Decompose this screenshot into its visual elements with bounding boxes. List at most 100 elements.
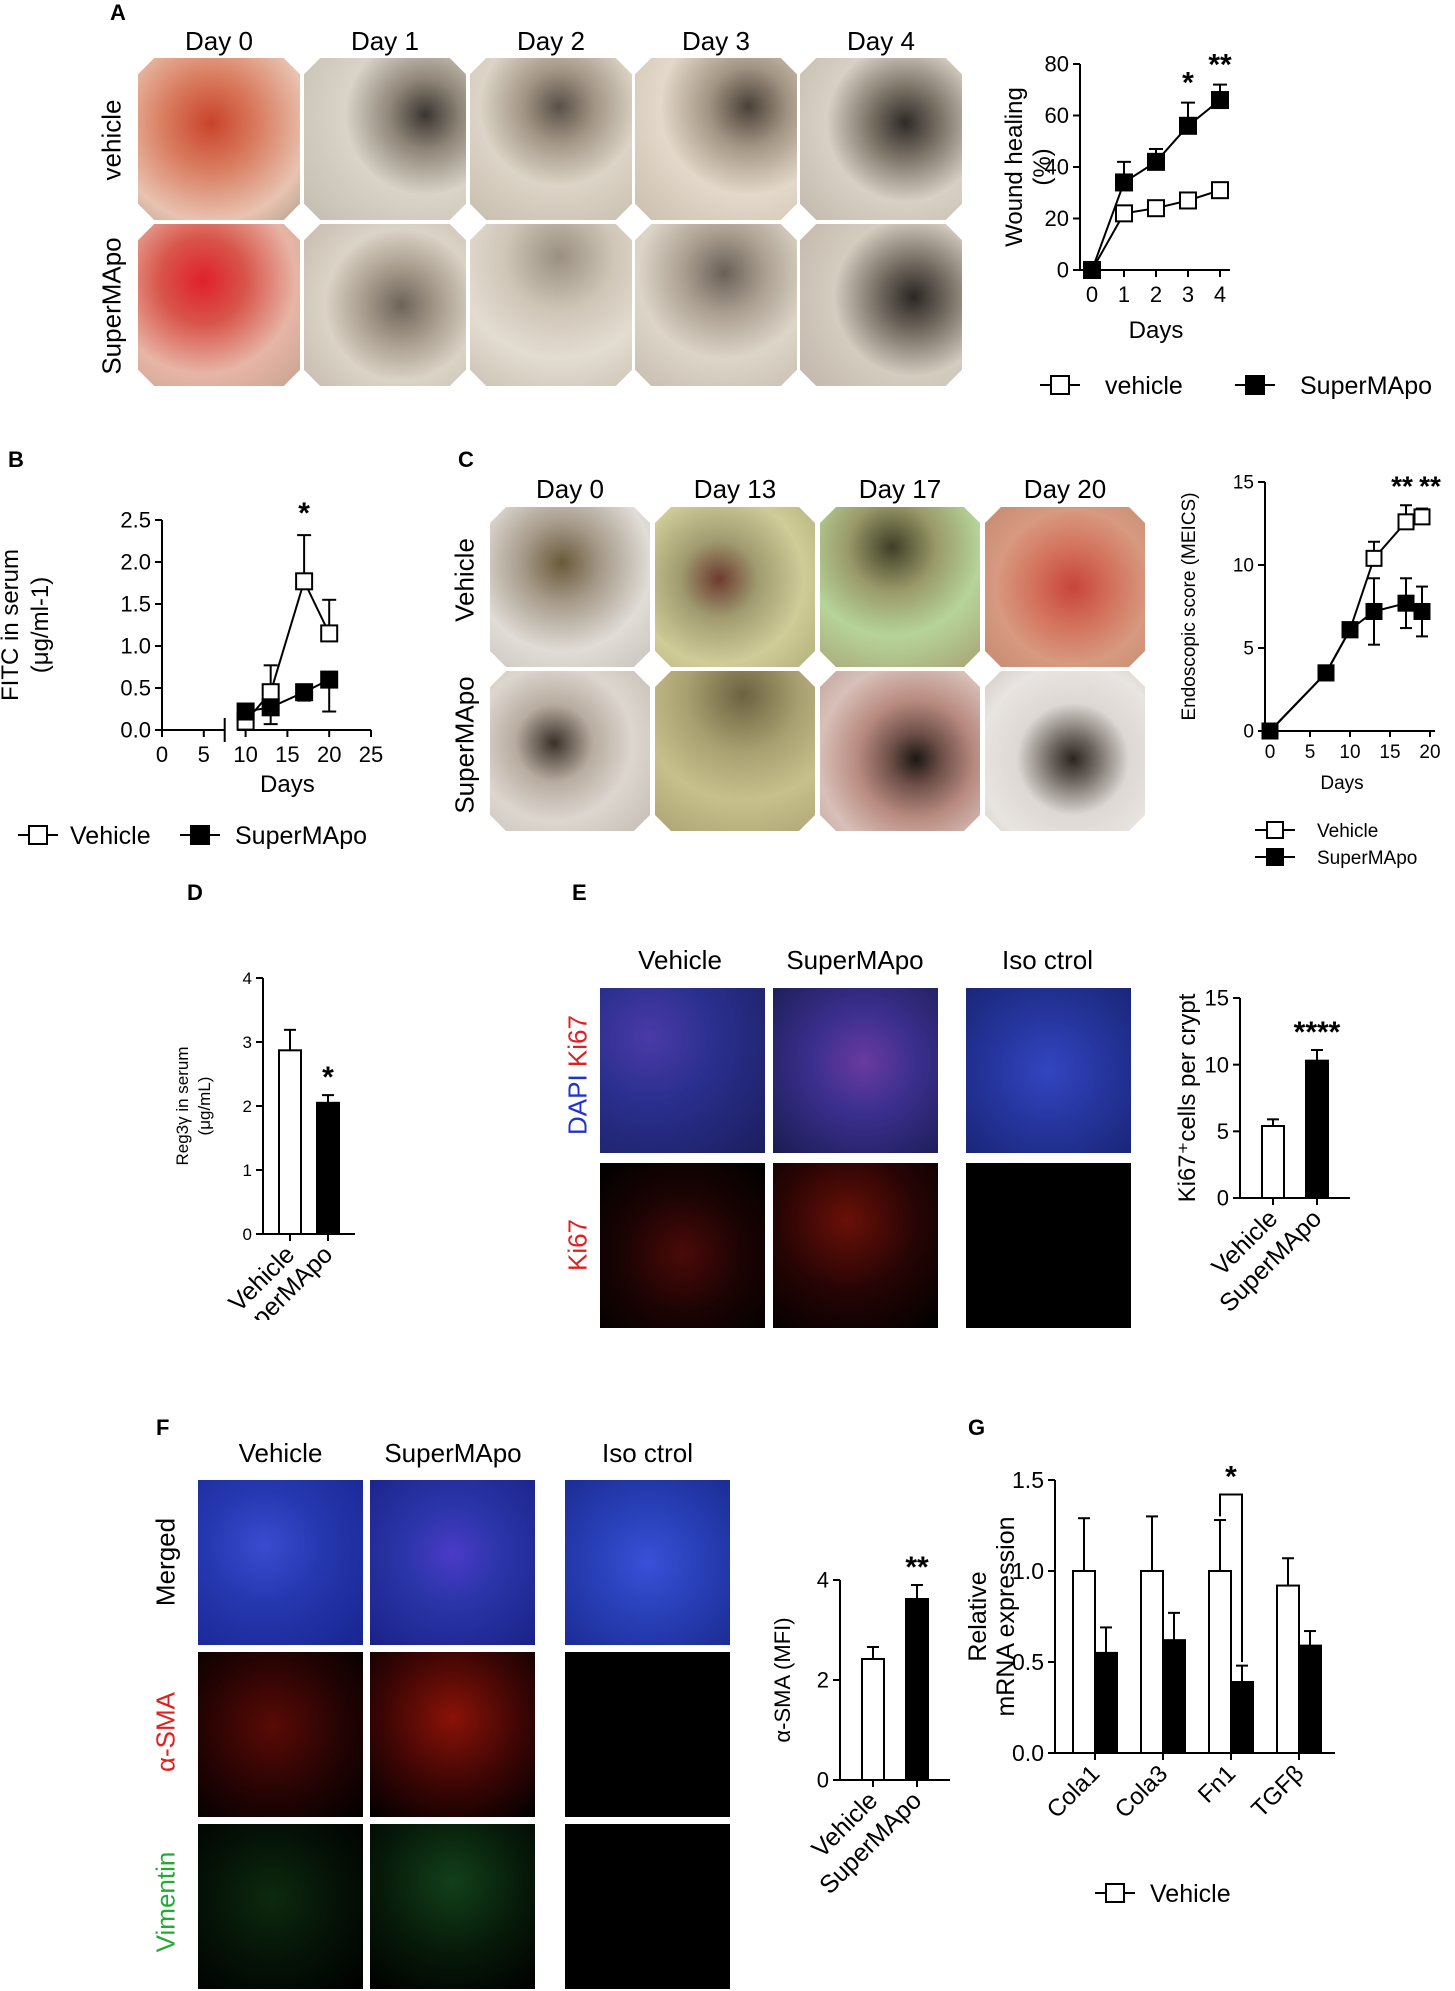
significance-marker: **** (1294, 1016, 1341, 1049)
y-tick-label: 1.0 (120, 634, 151, 659)
bar (1230, 1681, 1254, 1755)
y-tick-label: 0.0 (1012, 1740, 1044, 1766)
legend-label: SuperMApo (235, 822, 367, 850)
panel-e-row-label: DAPI Ki67 (563, 1015, 594, 1135)
data-point (320, 670, 339, 689)
y-axis-label: α-SMA (MFI) (770, 1617, 795, 1742)
y-tick-label: 0.5 (120, 676, 151, 701)
bar (1072, 1570, 1096, 1754)
endoscopy-image (985, 671, 1145, 831)
fluorescence-image (565, 1480, 730, 1645)
legend-marker (1105, 1883, 1125, 1903)
bar (278, 1049, 302, 1235)
fluorescence-image (966, 988, 1131, 1153)
endoscopy-image (490, 671, 650, 831)
data-point (1341, 621, 1359, 639)
legend-marker (1266, 821, 1284, 839)
data-point (1179, 116, 1197, 135)
y-tick-label: 1.5 (120, 592, 151, 617)
endoscopy-image (800, 224, 962, 386)
panel-f-row-label: Vimentin (150, 1851, 181, 1953)
x-axis-label: Days (1320, 773, 1363, 794)
y-axis-label: (%) (1029, 148, 1056, 185)
x-axis-label: Days (1129, 317, 1184, 344)
dapi-label: DAPI (562, 1074, 593, 1135)
fluorescence-image (370, 1480, 535, 1645)
fluorescence-image (600, 1163, 765, 1328)
y-tick-label: 4 (243, 969, 252, 988)
y-tick-label: 4 (817, 1568, 829, 1593)
panel-b-chart: 0.0 0.5 1.0 1.5 2.0 2.5 0 5 10 15 20 25 Days FITC in … (0, 497, 383, 850)
endoscopy-image (304, 224, 466, 386)
panel-a-day-header: Day 0 (185, 26, 253, 56)
data-point (1083, 261, 1101, 279)
fluorescence-image (773, 1163, 938, 1328)
y-tick-label: 0 (1057, 258, 1069, 283)
y-axis-label: (μg/ml-1) (27, 577, 54, 674)
endoscopy-image (138, 224, 300, 386)
panel-a-day-header: Day 2 (517, 26, 585, 56)
x-tick-label: 15 (275, 742, 299, 767)
endoscopy-image (820, 671, 980, 831)
data-point (1147, 152, 1165, 171)
y-tick-label: 0.5 (1012, 1649, 1044, 1675)
legend-marker (1050, 375, 1070, 395)
panel-f-row-label: Merged (150, 1517, 181, 1607)
data-point (1115, 204, 1133, 223)
panel-e-col-header: Iso ctrol (1001, 945, 1094, 975)
panel-a-day-header: Day 3 (682, 26, 750, 56)
fluorescence-image (565, 1652, 730, 1817)
fluorescence-image (600, 988, 765, 1153)
data-point (261, 683, 280, 702)
panel-c-row-label: SuperMApo (449, 676, 480, 814)
endoscopy-image (635, 58, 797, 220)
y-axis-label: Reg3γ in serum (173, 1046, 192, 1165)
panel-c-day-header: Day 13 (693, 474, 777, 504)
panel-g-chart: 0.0 0.5 1.0 1.5 Cola1 Cola3 Fn1 TGFβ * Relative mR… (964, 1461, 1335, 1908)
bar (1162, 1639, 1186, 1754)
x-tick-label: 1 (1118, 282, 1130, 307)
y-tick-label: 2 (243, 1097, 252, 1116)
panel-f-col-header: Vehicle (238, 1438, 323, 1468)
series-line (1091, 99, 1221, 271)
x-tick-label: 4 (1214, 282, 1226, 307)
endoscopy-image (800, 58, 962, 220)
data-point (1365, 549, 1383, 567)
fluorescence-image (966, 1163, 1131, 1328)
fluorescence-image (773, 988, 938, 1153)
endoscopy-image (985, 507, 1145, 667)
y-axis-label: FITC in serum (0, 549, 24, 701)
endoscopy-image (304, 58, 466, 220)
data-point (295, 683, 314, 702)
panel-c-day-header: Day 17 (858, 474, 942, 504)
panel-f-row-label: α-SMA (150, 1691, 181, 1773)
y-tick-label: 0 (1217, 1186, 1229, 1211)
legend-label: vehicle (1105, 372, 1183, 400)
endoscopy-image (470, 224, 632, 386)
endoscopy-image (655, 671, 815, 831)
legend-marker (190, 825, 210, 845)
bar (316, 1101, 340, 1235)
y-tick-label: 10 (1233, 556, 1254, 577)
endoscopy-image (138, 58, 300, 220)
x-tick-label: Fn1 (1193, 1760, 1241, 1808)
legend-label: SuperMApo (1317, 848, 1417, 869)
panel-a-day-header: Day 1 (351, 26, 419, 56)
x-tick-label: 5 (198, 742, 210, 767)
ki67-label: Ki67 (562, 1015, 593, 1068)
x-tick-label: 2 (1150, 282, 1162, 307)
bar (1276, 1584, 1300, 1754)
y-axis-label: Relative (964, 1571, 992, 1661)
y-axis-label: mRNA expression (992, 1516, 1020, 1716)
y-tick-label: 0 (243, 1225, 252, 1244)
y-tick-label: 0.0 (120, 718, 151, 743)
bar (1094, 1651, 1118, 1754)
significance-marker: ** (905, 1551, 929, 1584)
y-axis-label: Endoscopic score (MEICS) (1179, 492, 1200, 720)
y-tick-label: 15 (1233, 473, 1254, 494)
bar (1298, 1644, 1322, 1754)
endoscopy-image (655, 507, 815, 667)
bar (861, 1658, 885, 1781)
